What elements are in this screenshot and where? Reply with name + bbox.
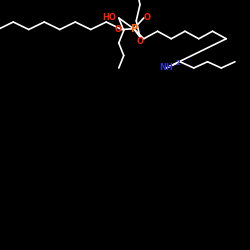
Text: NH: NH xyxy=(159,64,173,72)
Text: P: P xyxy=(130,24,137,34)
Text: O: O xyxy=(144,14,151,22)
Text: 2: 2 xyxy=(175,60,180,66)
Text: HO: HO xyxy=(102,14,116,22)
Text: O: O xyxy=(136,37,143,46)
Text: O: O xyxy=(115,25,122,34)
